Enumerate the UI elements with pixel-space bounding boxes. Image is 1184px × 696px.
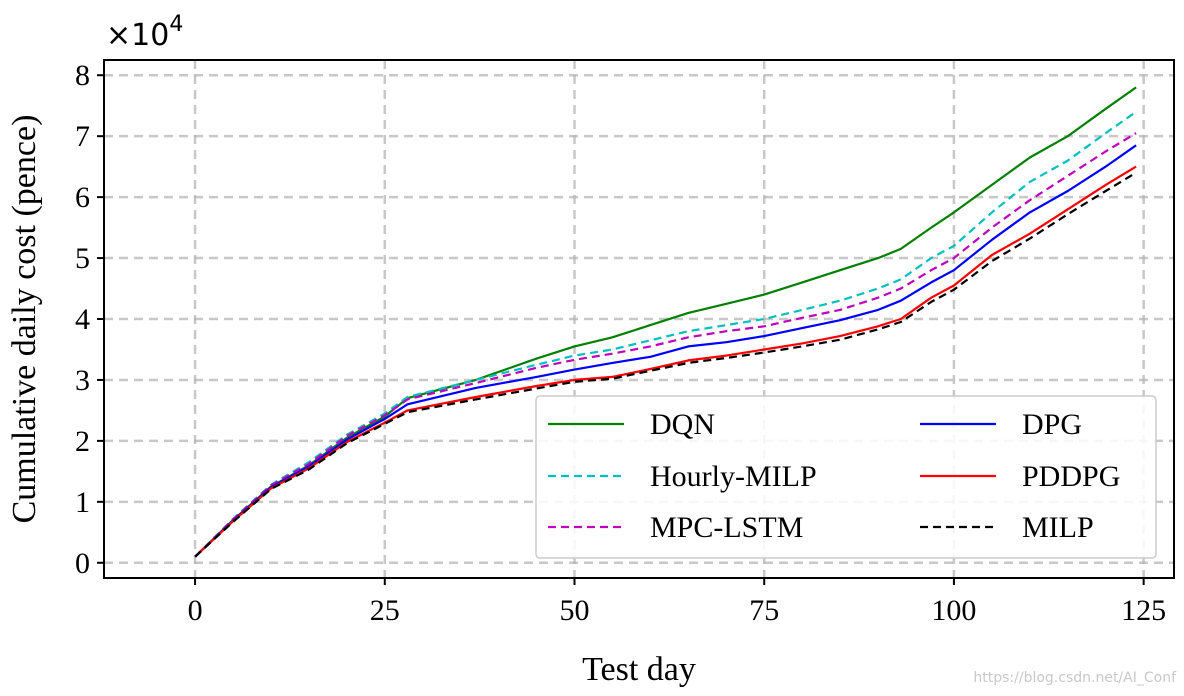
y-tick-label: 1 [75, 486, 90, 519]
x-axis-label: Test day [582, 651, 696, 688]
y-tick-label: 3 [75, 364, 90, 397]
y-tick-label: 8 [75, 59, 90, 92]
watermark: https://blog.csdn.net/AI_Conf [973, 670, 1177, 686]
series-line-hourly-milp [194, 110, 1137, 558]
series-line-dqn [194, 86, 1137, 558]
y-tick-label: 6 [75, 181, 90, 214]
x-tick-label: 75 [749, 594, 779, 627]
y-tick-label: 0 [75, 547, 90, 580]
legend-label: DQN [650, 408, 715, 441]
legend-label: PDDPG [1022, 460, 1120, 493]
x-tick-label: 0 [188, 594, 203, 627]
series-line-milp [194, 171, 1137, 558]
x-axis-ticks: 0 25 50 75 100 125 [188, 578, 1166, 627]
x-tick-label: 100 [931, 594, 976, 627]
y-scale-exponent: 4 [169, 12, 183, 37]
y-tick-label: 5 [75, 242, 90, 275]
x-tick-label: 25 [370, 594, 400, 627]
y-tick-label: 7 [75, 120, 90, 153]
y-tick-label: 4 [75, 303, 90, 336]
series-lines [194, 86, 1137, 558]
y-scale-base: ×10 [106, 18, 169, 53]
series-line-mpc-lstm [194, 132, 1137, 558]
legend-label: MILP [1022, 511, 1094, 544]
legend-label: MPC-LSTM [650, 511, 803, 544]
legend-box [535, 395, 1157, 559]
y-tick-label: 2 [75, 425, 90, 458]
x-tick-label: 50 [559, 594, 589, 627]
y-scale-multiplier: ×104 [106, 12, 183, 53]
y-axis-label: Cumulative daily cost (pence) [6, 115, 43, 524]
x-tick-label: 125 [1121, 594, 1166, 627]
legend-label: DPG [1022, 408, 1082, 441]
series-line-dpg [194, 144, 1137, 558]
y-axis-ticks: 0 1 2 3 4 5 6 7 8 [75, 59, 104, 580]
legend-label: Hourly-MILP [650, 460, 817, 493]
legend: DQN Hourly-MILP MPC-LSTM DPG PDDPG MILP [535, 395, 1157, 559]
